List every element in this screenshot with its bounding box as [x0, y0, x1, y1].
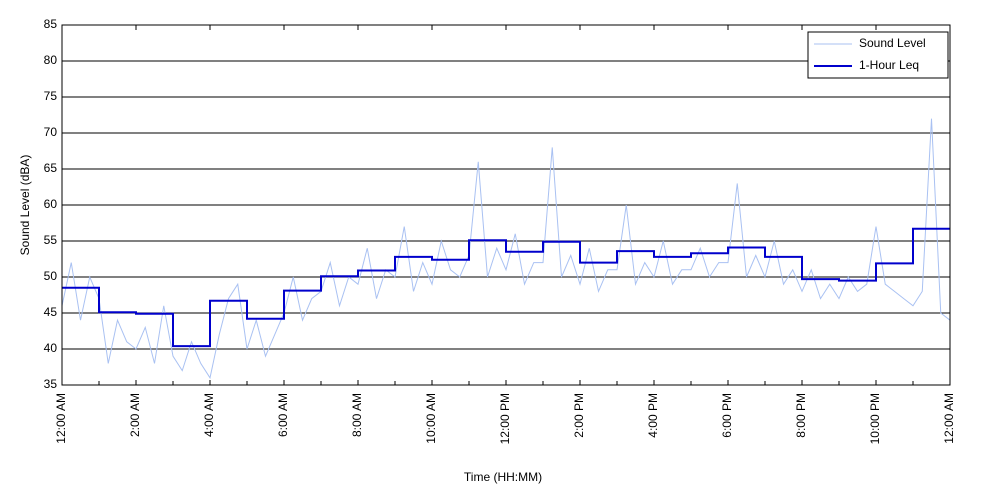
y-tick-label: 75: [44, 89, 58, 103]
x-axis-label: Time (HH:MM): [464, 470, 542, 484]
x-tick-label: 12:00 AM: [54, 393, 68, 444]
plot-frame: [61, 24, 951, 386]
y-tick-label: 40: [44, 341, 58, 355]
series-line: [61, 118, 951, 380]
y-tick-label: 65: [44, 161, 58, 175]
y-tick-label: 45: [44, 305, 58, 319]
x-tick-label: 6:00 PM: [720, 393, 734, 438]
x-tick-label: 4:00 AM: [202, 393, 216, 437]
legend-label: 1-Hour Leq: [859, 58, 919, 72]
y-tick-label: 80: [44, 53, 58, 67]
legend-label: Sound Level: [859, 36, 926, 50]
y-tick-label: 60: [44, 197, 58, 211]
series-line: [62, 227, 950, 348]
x-tick-label: 12:00 PM: [498, 393, 512, 444]
x-tick-label: 6:00 AM: [276, 393, 290, 437]
x-tick-label: 8:00 AM: [350, 393, 364, 437]
x-tick-label: 10:00 PM: [868, 393, 882, 444]
y-tick-label: 70: [44, 125, 58, 139]
y-tick-label: 85: [44, 17, 58, 31]
x-tick-label: 2:00 AM: [128, 393, 142, 437]
x-tick-label: 8:00 PM: [794, 393, 808, 438]
y-tick-label: 50: [44, 269, 58, 283]
legend-box: [807, 31, 949, 79]
x-tick-label: 10:00 AM: [424, 393, 438, 444]
x-tick-label: 12:00 AM: [942, 393, 956, 444]
y-tick-label: 35: [44, 377, 58, 391]
x-tick-label: 2:00 PM: [572, 393, 586, 438]
x-tick-label: 4:00 PM: [646, 393, 660, 438]
y-tick-label: 55: [44, 233, 58, 247]
y-axis-label: Sound Level (dBA): [18, 155, 32, 256]
